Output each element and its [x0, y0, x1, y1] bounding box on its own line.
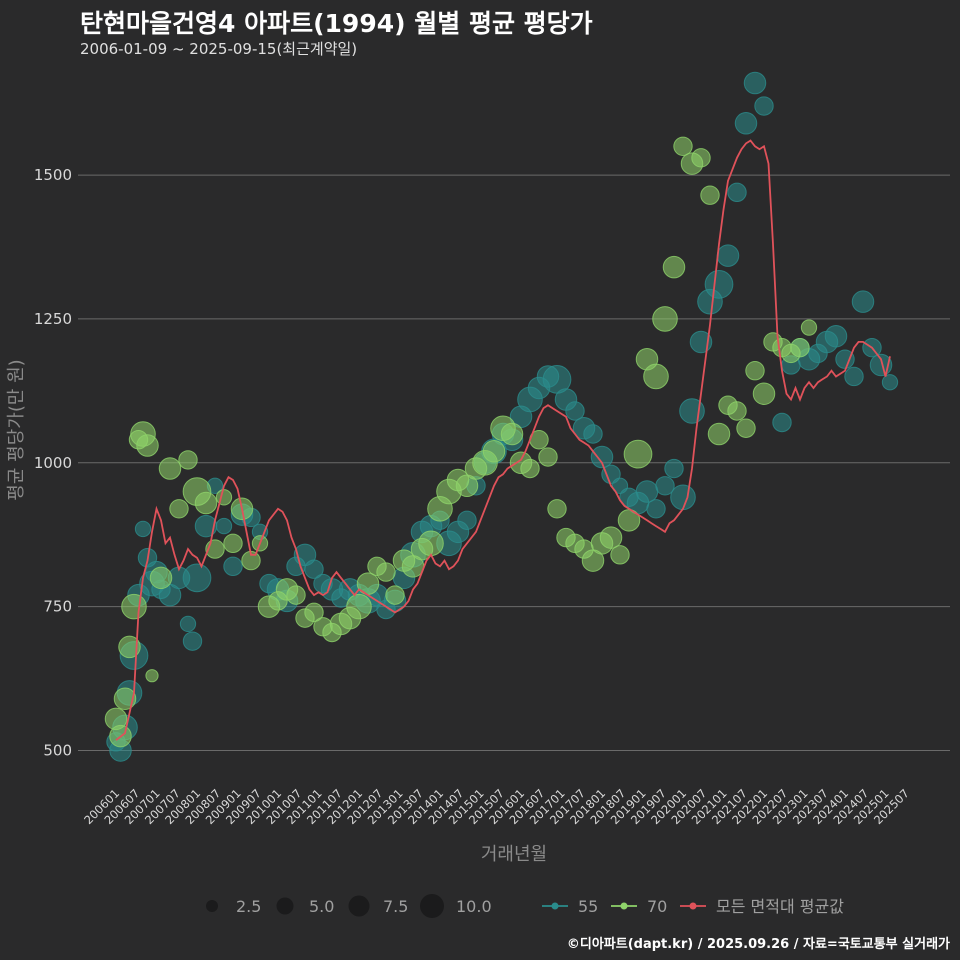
legend-size-label: 5.0	[309, 897, 334, 916]
scatter-point-55	[772, 412, 792, 433]
legend-series-dot	[551, 902, 559, 910]
scatter-point-55	[583, 424, 603, 444]
scatter-point-70	[745, 361, 765, 381]
scatter-point-55	[670, 484, 696, 511]
scatter-point-55	[590, 445, 614, 469]
scatter-point-55	[704, 270, 734, 299]
scatter-point-55	[646, 499, 666, 519]
legend-series-label: 55	[578, 897, 598, 916]
scatter-point-70	[538, 447, 558, 467]
scatter-point-70	[215, 489, 233, 506]
scatter-point-55	[754, 96, 774, 116]
scatter-point-70	[121, 593, 147, 620]
scatter-point-70	[223, 533, 243, 554]
scatter-point-70	[643, 363, 669, 390]
scatter-point-70	[707, 422, 731, 446]
average-line-layer	[115, 139, 891, 741]
scatter-point-55	[844, 366, 864, 387]
scatter-point-70	[800, 319, 818, 336]
y-tick-label: 1500	[34, 166, 72, 184]
scatter-point-55	[223, 556, 243, 577]
scatter-point-70	[113, 687, 137, 710]
scatter-point-70	[385, 585, 405, 605]
chart-subtitle: 2006-01-09 ~ 2025-09-15(최근계약일)	[80, 40, 358, 58]
scatter-point-70	[169, 499, 189, 519]
scatter-point-55	[743, 71, 767, 95]
scatter-point-70	[145, 669, 159, 683]
scatter-point-70	[286, 585, 306, 605]
legend-size-dot	[348, 895, 370, 917]
scatter-point-70	[691, 148, 711, 168]
scatter-point-70	[158, 457, 182, 480]
average-line	[115, 139, 891, 741]
y-tick-layer: 500 750 1000 1250 1500	[34, 166, 72, 759]
y-tick-label: 500	[43, 741, 72, 759]
scatter-point-70	[599, 526, 623, 549]
scatter-point-70	[752, 382, 776, 405]
scatter-point-55	[134, 520, 152, 538]
scatter-point-55	[182, 631, 203, 651]
scatter-point-55	[727, 182, 747, 203]
scatter-point-70	[482, 440, 506, 463]
scatter-point-55	[565, 401, 585, 421]
x-axis-label: 거래년월	[481, 844, 547, 865]
scatter-point-70	[376, 562, 396, 582]
scatter-point-55	[182, 563, 212, 593]
scatter-point-70	[194, 491, 218, 515]
x-tick-layer: 2006012006072007012007072008012008072009…	[81, 786, 912, 827]
scatter-point-70	[547, 499, 567, 519]
legend-series-dot	[689, 902, 697, 910]
scatter-point-55	[655, 476, 675, 496]
scatter-point-70	[149, 566, 173, 590]
scatter-point-55	[179, 615, 197, 633]
scatter-point-55	[635, 480, 659, 503]
scatter-point-55	[457, 510, 477, 531]
legend-size-dot	[276, 897, 294, 915]
y-tick-label: 1250	[34, 310, 72, 328]
scatter-point-55	[734, 112, 758, 135]
scatter-point-55	[881, 374, 899, 391]
legend-size-label: 7.5	[383, 897, 408, 916]
scatter-point-70	[727, 401, 747, 421]
legend-size-dot	[206, 900, 218, 912]
scatter-point-70	[662, 255, 686, 279]
scatter-point-70	[418, 530, 444, 557]
legend-series-dot	[620, 902, 628, 910]
scatter-point-70	[700, 185, 720, 205]
chart-title: 탄현마을건영4 아파트(1994) 월별 평균 평당가	[80, 9, 593, 38]
legend-series-label: 모든 면적대 평균값	[716, 897, 844, 916]
scatter-point-70	[652, 306, 678, 332]
point-layer	[104, 71, 899, 762]
scatter-point-55	[304, 559, 324, 579]
legend-series-label: 70	[647, 897, 667, 916]
scatter-point-70	[520, 458, 540, 479]
scatter-point-70	[790, 337, 810, 358]
legend-size-label: 2.5	[236, 897, 261, 916]
footer-credit: ©디아파트(dapt.kr) / 2025.09.26 / 자료=국토교통부 실…	[566, 937, 950, 952]
legend-size-label: 10.0	[456, 897, 492, 916]
scatter-point-70	[346, 593, 372, 620]
scatter-point-70	[118, 635, 141, 659]
scatter-point-70	[673, 136, 693, 157]
scatter-point-55	[716, 244, 740, 267]
scatter-point-55	[824, 324, 848, 348]
legend-size-dot	[420, 894, 444, 918]
y-axis-label: 평균 평당가(만 원)	[6, 359, 27, 500]
y-tick-label: 750	[43, 598, 72, 616]
scatter-point-70	[136, 434, 159, 457]
scatter-point-70	[736, 418, 756, 438]
scatter-point-70	[500, 422, 524, 446]
scatter-point-70	[178, 450, 198, 470]
y-tick-label: 1000	[34, 454, 72, 472]
legend: 2.5 5.0 7.5 10.0 55 70 모든 면적대 평균값	[206, 894, 844, 918]
grid-layer	[78, 174, 950, 751]
scatter-point-55	[851, 290, 875, 313]
scatter-point-70	[304, 602, 324, 623]
scatter-point-70	[610, 545, 630, 565]
scatter-point-55	[664, 458, 684, 479]
scatter-point-70	[623, 439, 653, 469]
scatter-point-55	[215, 517, 233, 535]
